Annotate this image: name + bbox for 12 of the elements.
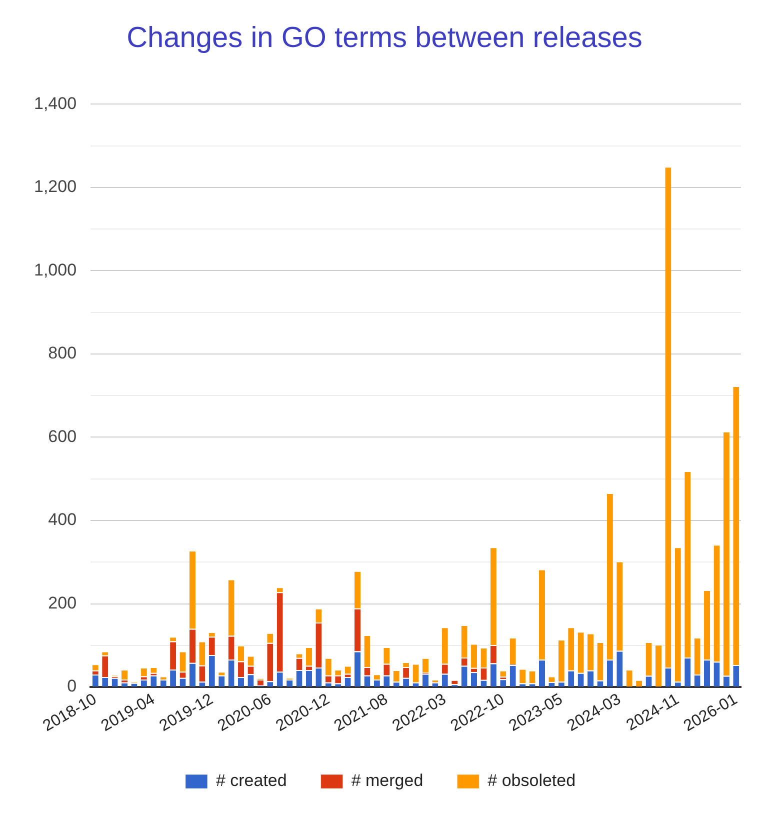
legend-label: # created bbox=[216, 771, 287, 790]
y-tick-label: 1,400 bbox=[34, 94, 77, 113]
y-tick-label: 400 bbox=[48, 510, 77, 530]
y-tick-label: 200 bbox=[48, 593, 77, 612]
chart-title: Changes in GO terms between releases bbox=[126, 22, 644, 55]
legend-label: # merged bbox=[351, 771, 424, 790]
y-tick-label: 800 bbox=[48, 344, 77, 363]
y-tick-label: 1,200 bbox=[34, 177, 77, 196]
y-tick-label: 600 bbox=[48, 426, 77, 446]
legend-label: # obsoleted bbox=[488, 771, 576, 790]
y-tick-label: 0 bbox=[67, 676, 77, 696]
y-tick-label: 1,000 bbox=[34, 260, 77, 280]
